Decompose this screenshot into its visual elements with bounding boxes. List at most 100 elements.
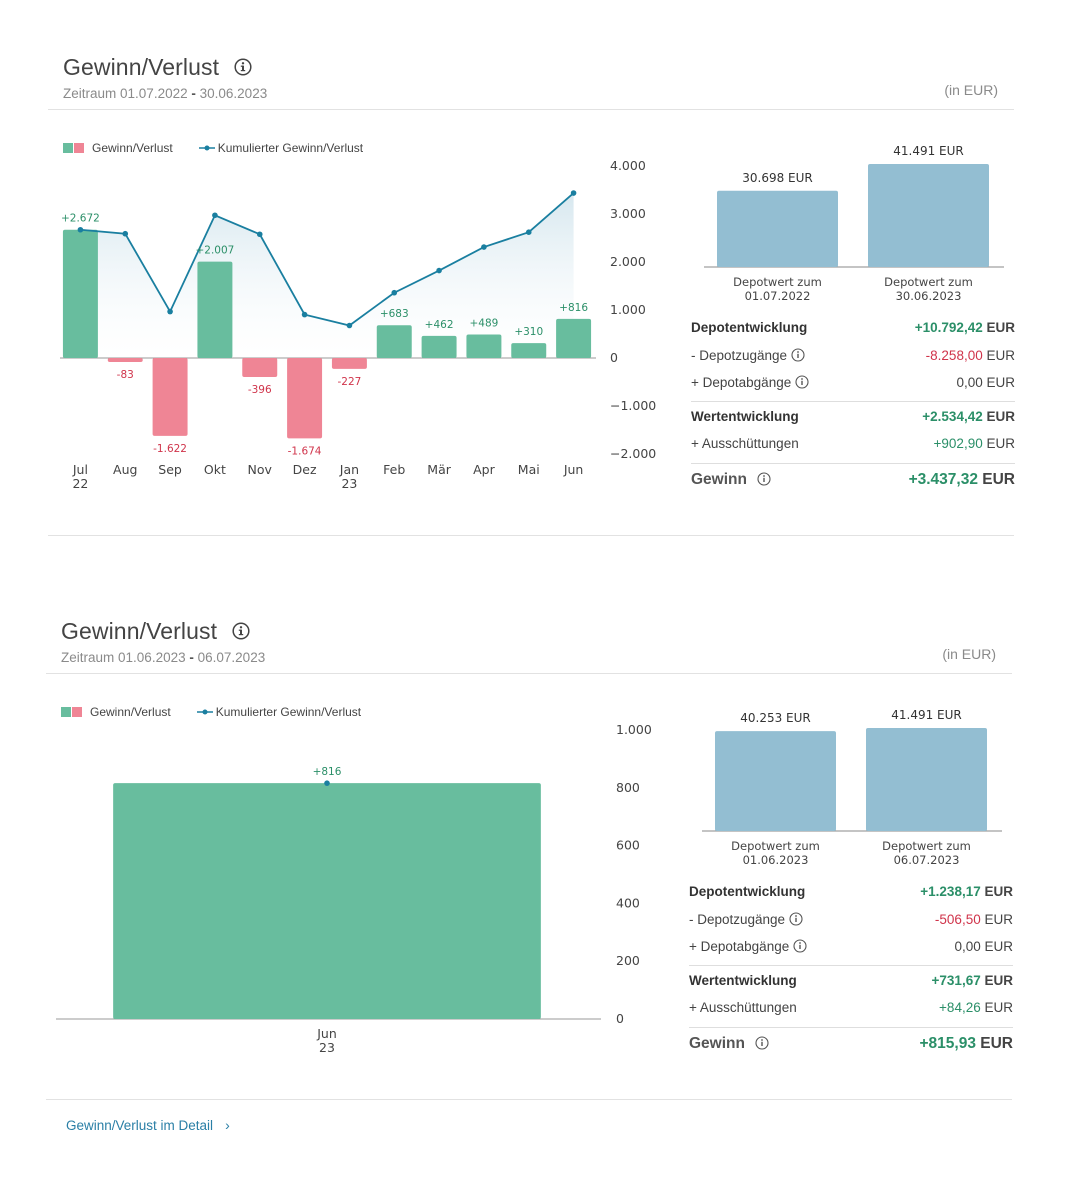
x-tick-year-label: 22: [72, 476, 88, 491]
summary-row-depotentwicklung: Depotentwicklung +1.238,17 EUR: [689, 884, 1013, 899]
info-icon[interactable]: [757, 472, 771, 486]
legend-swatch-loss: [72, 707, 82, 717]
depot-value-label: 41.491 EUR: [891, 708, 962, 722]
depot-value-label: 40.253 EUR: [740, 711, 811, 725]
summary-row-depotentwicklung: Depotentwicklung +10.792,42 EUR: [691, 320, 1015, 335]
y-tick-label: 0: [616, 1011, 624, 1026]
bar-value-label: -396: [248, 384, 272, 396]
line-point-feb: [391, 289, 398, 296]
bar-value-label: +2.672: [61, 213, 100, 225]
bar-value-label: +489: [469, 318, 498, 330]
panel-2-header: Gewinn/Verlust Zeitraum 01.06.2023 - 06.…: [46, 618, 1012, 674]
depot-date: 01.07.2022: [745, 289, 811, 303]
bar-value-label: +462: [425, 319, 454, 331]
info-icon[interactable]: [791, 348, 805, 362]
summary-row-abgaenge: + Depotabgänge 0,00 EUR: [689, 939, 1013, 954]
chart-1: +2.672 -83 -1.622 +2.007 -396 -1.674 -227 +683 +…: [60, 158, 656, 491]
line-point-aug: [122, 230, 129, 237]
depot-date: 01.06.2023: [743, 853, 809, 867]
chart-2-legend: Gewinn/Verlust Kumulierter Gewinn/Verlus…: [61, 705, 387, 719]
y-tick-label: −1.000: [610, 398, 656, 413]
summary-row-zugaenge: - Depotzugänge -8.258,00 EUR: [691, 348, 1015, 363]
depot-bar: [866, 728, 987, 831]
summary-row-ausschuettungen: + Ausschüttungen +84,26 EUR: [689, 1000, 1013, 1015]
bar-value-label: -1.622: [153, 443, 187, 455]
line-point-nov: [256, 231, 263, 238]
line-point-sep: [167, 308, 173, 315]
legend-line-marker: [198, 145, 215, 151]
bar-value-label: -227: [337, 376, 361, 388]
summary-row-wertentwicklung: Wertentwicklung +731,67 EUR: [689, 973, 1013, 988]
section-divider: [48, 535, 1014, 536]
legend-swatch-gain: [63, 143, 73, 153]
line-point-jul: [77, 226, 84, 233]
depot-caption: Depotwert zum: [731, 839, 820, 853]
summary-row-abgaenge: + Depotabgänge 0,00 EUR: [691, 375, 1015, 390]
x-tick-label: Dez: [293, 462, 317, 477]
info-icon[interactable]: [793, 939, 807, 953]
x-tick-label: Jun: [563, 462, 584, 477]
x-tick-label: Mai: [518, 462, 540, 477]
bar-value-label: +816: [559, 302, 588, 314]
x-tick-year-label: 23: [319, 1040, 335, 1055]
legend-item-bars[interactable]: Gewinn/Verlust: [61, 705, 171, 719]
summary-row-gewinn: Gewinn +3.437,32 EUR: [691, 471, 1015, 488]
y-tick-label: 600: [616, 838, 640, 853]
legend-item-bars[interactable]: Gewinn/Verlust: [63, 141, 173, 155]
y-tick-label: 400: [616, 895, 640, 910]
x-tick-label: Sep: [158, 462, 182, 477]
info-icon[interactable]: [234, 58, 252, 76]
bar-jan: [331, 358, 367, 369]
info-icon[interactable]: [789, 912, 803, 926]
depot-value-label: 30.698 EUR: [742, 171, 813, 185]
legend-item-line[interactable]: Kumulierter Gewinn/Verlust: [198, 141, 363, 155]
detail-link[interactable]: Gewinn/Verlust im Detail ›: [66, 1117, 230, 1133]
depot-caption: Depotwert zum: [884, 275, 973, 289]
info-icon[interactable]: [232, 622, 250, 640]
info-icon[interactable]: [795, 375, 809, 389]
legend-swatch-gain: [61, 707, 71, 717]
bar-value-label: +2.007: [195, 245, 234, 257]
section-divider: [46, 1099, 1012, 1100]
panel-1-header: Gewinn/Verlust Zeitraum 01.07.2022 - 30.…: [48, 54, 1014, 110]
y-tick-label: 0: [610, 350, 618, 365]
depot-caption: Depotwert zum: [882, 839, 971, 853]
depot-date: 30.06.2023: [896, 289, 962, 303]
y-tick-label: 2.000: [610, 254, 646, 269]
bar-value-label: -83: [117, 369, 134, 381]
y-tick-label: 1.000: [610, 302, 646, 317]
info-icon[interactable]: [755, 1036, 769, 1050]
summary-divider: [689, 965, 1013, 966]
legend-swatch-loss: [74, 143, 84, 153]
bar-feb: [376, 325, 412, 358]
line-point-apr: [481, 244, 487, 250]
x-tick-label: Okt: [204, 462, 226, 477]
panel-2-unit: (in EUR): [942, 646, 996, 662]
line-point-jun: [324, 780, 330, 786]
line-point-jan: [346, 322, 353, 329]
depot-bar: [715, 731, 836, 831]
bar-apr: [466, 334, 502, 358]
bar-jun: [556, 318, 592, 358]
summary-divider: [691, 401, 1015, 402]
bar-value-label: -1.674: [288, 445, 322, 457]
y-tick-label: 4.000: [610, 158, 646, 173]
y-tick-label: −2.000: [610, 446, 656, 461]
panel-1-period: Zeitraum 01.07.2022 - 30.06.2023: [63, 86, 268, 101]
legend-item-line[interactable]: Kumulierter Gewinn/Verlust: [196, 705, 361, 719]
depot-caption: Depotwert zum: [733, 275, 822, 289]
bar-mai: [511, 343, 547, 358]
cumulative-line: [80, 192, 575, 327]
panel-1: Gewinn/Verlust Zeitraum 01.07.2022 - 30.…: [0, 0, 1092, 560]
depot-bar: [868, 164, 989, 267]
x-tick-label: Jun: [316, 1026, 337, 1041]
bar-okt: [197, 261, 233, 358]
bar-value-label: +683: [380, 308, 409, 320]
line-point-mai: [525, 229, 532, 235]
bar-jul: [62, 229, 98, 358]
summary-row-ausschuettungen: + Ausschüttungen +902,90 EUR: [691, 436, 1015, 451]
panel-2-title: Gewinn/Verlust: [61, 618, 250, 645]
cumulative-area: [80, 193, 574, 358]
